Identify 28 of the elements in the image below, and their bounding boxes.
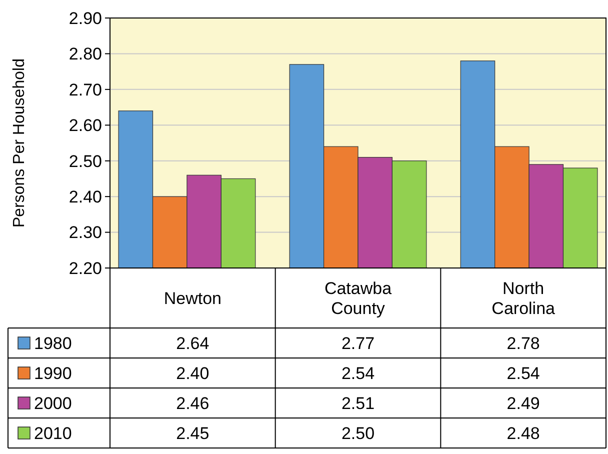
data-label: 2.40 [176,364,210,383]
data-label: 2.46 [176,394,210,413]
y-tick-label: 2.50 [68,152,102,171]
data-label: 2.64 [176,334,210,353]
legend-label: 1980 [34,334,72,353]
legend-label: 1990 [34,364,72,383]
legend-label: 2010 [34,424,72,443]
data-label: 2.78 [506,334,540,353]
y-tick-label: 2.60 [68,116,102,136]
y-tick-label: 2.90 [68,8,102,28]
data-label: 2.48 [506,424,540,443]
data-label: 2.54 [506,364,540,383]
y-tick-label: 2.40 [68,188,102,207]
data-label: 2.51 [341,394,375,413]
x-tick-label: Catawba County [324,278,392,318]
y-tick-label: 2.70 [68,80,102,100]
y-tick-label: 2.30 [68,223,102,242]
data-label: 2.45 [176,424,210,443]
legend-label: 2000 [34,394,72,413]
y-tick-label: 2.20 [68,258,102,278]
data-label: 2.50 [341,424,375,443]
x-tick-label: North Carolina [492,278,556,318]
data-label: 2.49 [506,394,540,413]
data-label: 2.54 [341,364,375,383]
y-tick-label: 2.80 [68,44,102,64]
y-axis-title: Persons Per Household [11,58,28,228]
data-label: 2.77 [341,334,375,353]
x-tick-label: Newton [164,288,222,308]
